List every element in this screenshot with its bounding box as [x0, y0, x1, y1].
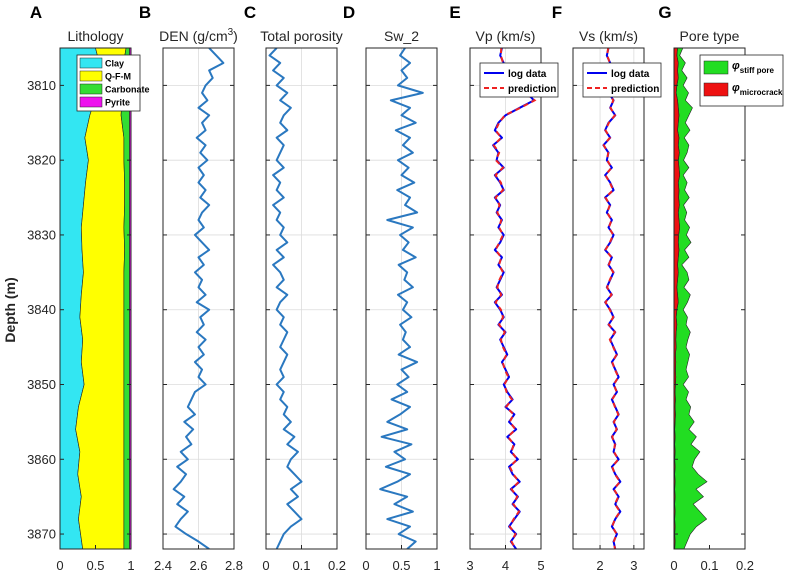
depth-tick-label: 3830: [27, 227, 56, 242]
panel-title: Vs (km/s): [579, 28, 638, 44]
panel-a: 0 0.5 1 Lithology A Clay Q-F-M Carbonate Pyrite: [30, 3, 150, 573]
panel-plot-area: [492, 48, 537, 549]
legend-label: log data: [508, 69, 547, 80]
x-tick-label: 4: [502, 558, 509, 573]
depth-tick-labels: 3810 3820 3830 3840 3850 3860 3870: [27, 78, 56, 542]
x-tick-label: 0: [56, 558, 63, 573]
legend-label: φstiff pore: [732, 60, 775, 75]
legend-label: φmicrocrack: [732, 82, 783, 97]
x-tick-label: 2.8: [225, 558, 243, 573]
legend-label: log data: [611, 69, 650, 80]
panel-letter: F: [552, 3, 562, 22]
x-tick-label: 0.5: [86, 558, 104, 573]
panel-title: Pore type: [680, 28, 740, 44]
log-data-line: [602, 48, 622, 549]
depth-tick-label: 3810: [27, 78, 56, 93]
series-line: [379, 48, 424, 549]
legend-swatch: [79, 57, 103, 69]
panel-b: 2.4 2.6 2.8 DEN (g/cm3) B: [139, 3, 243, 573]
panel-letter: C: [244, 3, 256, 22]
panel-plot-area: [60, 48, 131, 549]
log-panels: 0 0.5 1 Lithology A Clay Q-F-M Carbonate Pyrite 2…: [30, 3, 784, 573]
panel-plot-area: [379, 48, 424, 549]
panel-letter: E: [449, 3, 460, 22]
x-tick-label: 2.6: [189, 558, 207, 573]
legend-box: log data prediction: [479, 62, 559, 98]
depth-tick-label: 3840: [27, 302, 56, 317]
depth-tick-label: 3850: [27, 377, 56, 392]
legend-label: prediction: [508, 84, 556, 95]
depth-axis-label: Depth (m): [2, 277, 18, 342]
legend-swatch: [703, 82, 729, 97]
panel-letter: A: [30, 3, 42, 22]
log-data-line: [492, 48, 535, 549]
stiff-pore-area: [674, 48, 708, 549]
legend-swatch: [79, 70, 103, 82]
x-tick-label: 5: [537, 558, 544, 573]
x-tick-label: 0: [262, 558, 269, 573]
prediction-line: [492, 48, 537, 549]
panel-letter: D: [343, 3, 355, 22]
x-tick-label: 2.4: [154, 558, 172, 573]
x-tick-label: 2: [596, 558, 603, 573]
prediction-line: [602, 48, 622, 549]
series-line: [268, 48, 303, 549]
panel-title: Sw_2: [384, 28, 419, 44]
panel-frame: [572, 47, 645, 550]
legend-box: log data prediction: [582, 62, 662, 98]
x-tick-label: 0.2: [328, 558, 346, 573]
x-tick-label: 0.1: [292, 558, 310, 573]
x-tick-label: 0: [362, 558, 369, 573]
legend-swatch: [703, 60, 729, 75]
x-tick-label: 1: [127, 558, 134, 573]
legend-label: Q-F-M: [105, 72, 131, 82]
depth-tick-label: 3860: [27, 452, 56, 467]
x-tick-label: 3: [466, 558, 473, 573]
panel-plot-area: [268, 48, 303, 549]
legend-swatch: [79, 96, 103, 108]
panel-letter: B: [139, 3, 151, 22]
x-tick-label: 0.2: [736, 558, 754, 573]
pore-type-legend: φstiff pore φmicrocrack: [699, 54, 784, 107]
legend-label: Clay: [105, 59, 124, 69]
legend-label: Carbonate: [105, 85, 150, 95]
legend-label: prediction: [611, 84, 659, 95]
lithology-legend: Clay Q-F-M Carbonate Pyrite: [76, 54, 150, 112]
panel-title: Lithology: [67, 28, 123, 44]
x-tick-label: 0.1: [700, 558, 718, 573]
microcrack-area: [674, 48, 680, 549]
panel-plot-area: [602, 48, 622, 549]
panel-letter: G: [658, 3, 671, 22]
x-tick-label: 1: [433, 558, 440, 573]
panel-plot-area: [674, 48, 708, 549]
panel-title: Total porosity: [260, 28, 342, 44]
panel-d: 0 0.5 1 Sw_2 D: [343, 3, 441, 573]
depth-tick-label: 3870: [27, 527, 56, 542]
series-line: [172, 48, 225, 549]
x-tick-label: 0: [670, 558, 677, 573]
depth-tick-label: 3820: [27, 153, 56, 168]
legend-swatch: [79, 83, 103, 95]
panel-title: DEN (g/cm3): [159, 27, 238, 44]
legend-label: Pyrite: [105, 98, 130, 108]
panel-title: Vp (km/s): [476, 28, 536, 44]
x-tick-label: 3: [630, 558, 637, 573]
x-tick-label: 0.5: [392, 558, 410, 573]
panel-plot-area: [172, 48, 225, 549]
